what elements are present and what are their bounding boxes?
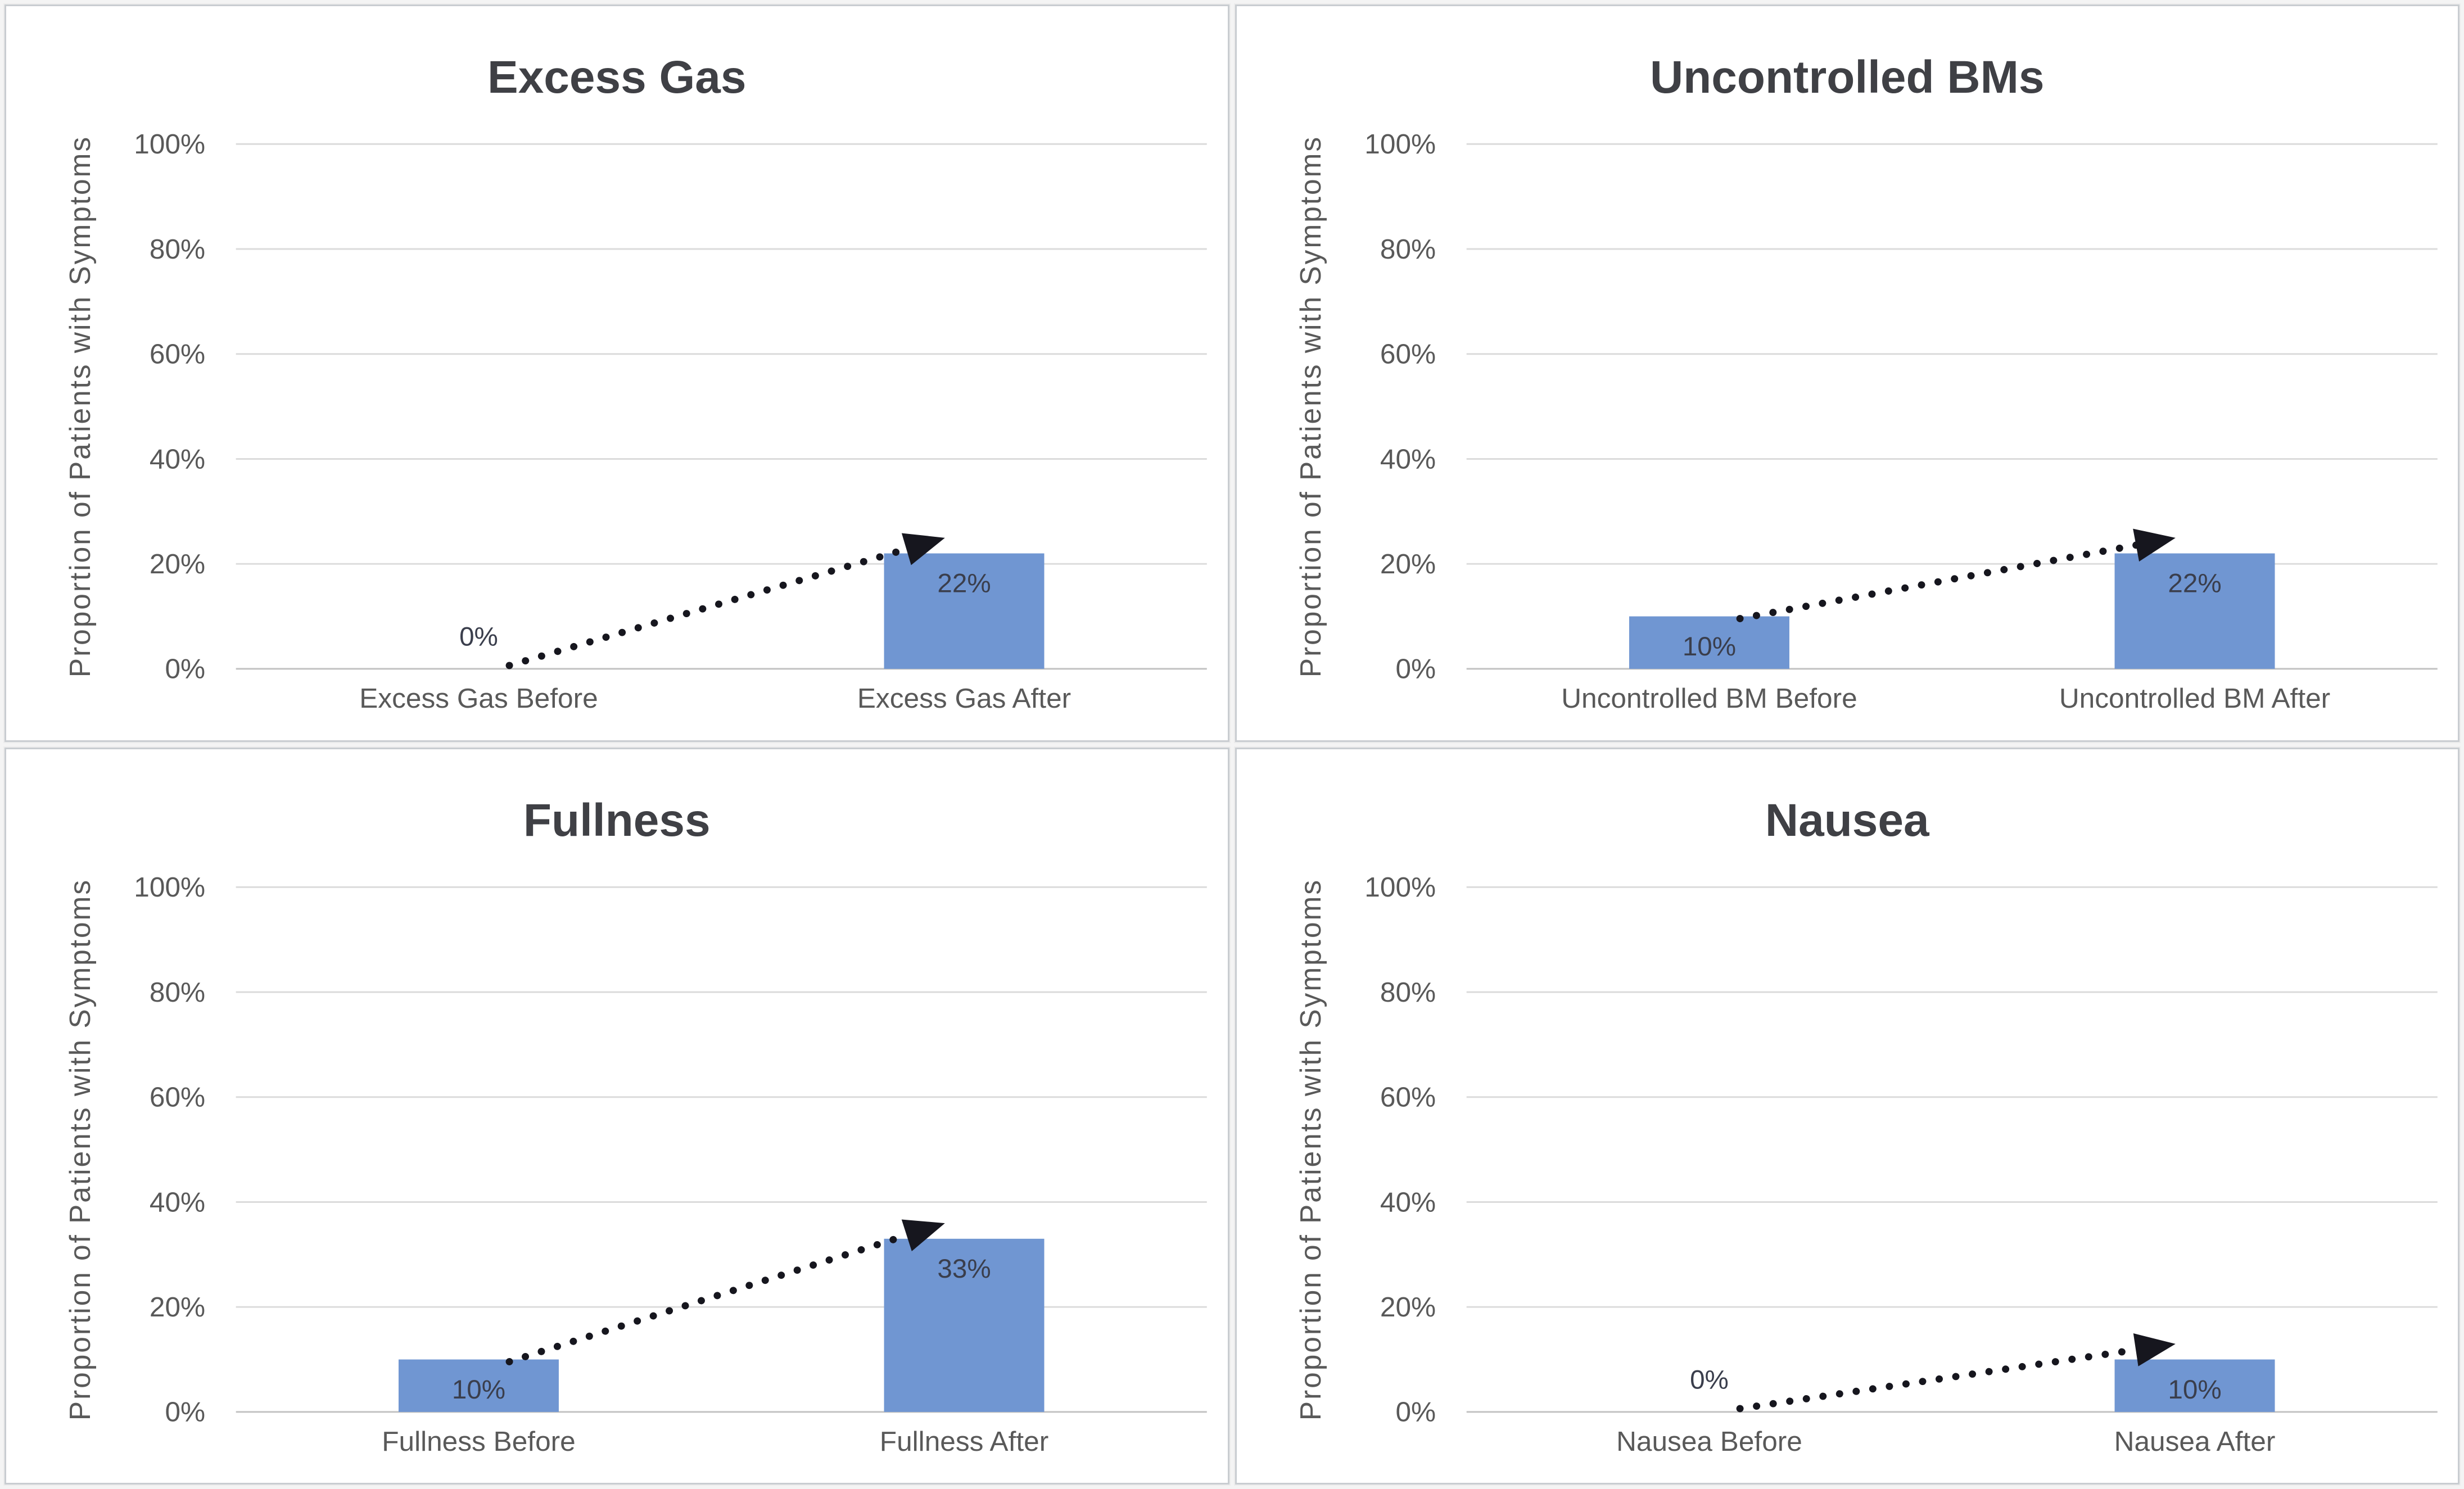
category-label: Uncontrolled BM Before (1561, 683, 1857, 714)
y-tick-label: 0% (1395, 1396, 1436, 1427)
bar-after (2114, 1359, 2275, 1412)
y-axis-title: Proportion of Patients with Symptoms (64, 878, 96, 1420)
value-label: 10% (2168, 1374, 2221, 1404)
y-axis-title: Proportion of Patients with Symptoms (1294, 878, 1326, 1420)
category-label: Nausea After (2114, 1426, 2275, 1457)
y-tick-label: 60% (1380, 339, 1435, 370)
chart-panel-nausea: Nausea 0% 20% 40% 60% 80% 100% Proportion of P… (1235, 747, 2460, 1485)
trend-arrow-shaft (505, 1231, 911, 1365)
trend-arrow-shaft (505, 545, 910, 669)
chart-title: Excess Gas (487, 52, 747, 103)
y-tick-label: 0% (1395, 654, 1436, 685)
chart-panel-fullness: Fullness 0% 20% 40% 60% 80% 100% Proportion of… (4, 747, 1229, 1485)
y-tick-label: 60% (150, 339, 205, 370)
value-label: 33% (937, 1254, 991, 1284)
y-tick-label: 40% (1380, 1187, 1435, 1218)
trend-arrow-head (901, 533, 945, 565)
chart-title: Fullness (523, 794, 711, 846)
value-label: 10% (1682, 632, 1735, 662)
bar-after (884, 553, 1045, 669)
chart-title: Uncontrolled BMs (1649, 52, 2045, 103)
chart-panel-uncontrolled-bms: Uncontrolled BMs 0% 20% 40% 60% 80% 100% Propo… (1235, 4, 2460, 742)
category-label: Fullness After (880, 1426, 1048, 1457)
y-tick-label: 80% (1380, 976, 1435, 1007)
y-tick-label: 100% (134, 129, 205, 160)
bar-chart-fullness: 0% 20% 40% 60% 80% 100% Proportion of Patients… (64, 872, 1207, 1457)
trend-arrow-head (2132, 528, 2176, 562)
category-label: Uncontrolled BM After (2059, 683, 2330, 714)
y-tick-label: 20% (1380, 1292, 1435, 1323)
bar-before (1629, 616, 1789, 669)
trend-arrow-shaft (1736, 541, 2140, 622)
value-label: 0% (1690, 1365, 1729, 1395)
y-tick-label: 40% (1380, 443, 1435, 474)
chart-panel-excess-gas: Excess Gas 0% 20% 40% 60% 80% 100% Proportion … (4, 4, 1229, 742)
bar-chart-uncontrolled-bms: 0% 20% 40% 60% 80% 100% Proportion of Patients… (1294, 129, 2438, 714)
category-label: Excess Gas After (857, 683, 1071, 714)
bar-chart-excess-gas: 0% 20% 40% 60% 80% 100% Proportion of Patients… (64, 129, 1207, 714)
y-tick-label: 40% (150, 443, 205, 474)
y-tick-label: 20% (150, 1292, 205, 1323)
bar-chart-nausea: 0% 20% 40% 60% 80% 100% Proportion of Patients… (1294, 872, 2438, 1457)
bar-after (2114, 553, 2275, 669)
y-tick-label: 80% (150, 976, 205, 1007)
value-label: 0% (459, 622, 498, 651)
bar-before (398, 1359, 559, 1412)
y-tick-label: 80% (1380, 234, 1435, 265)
y-tick-label: 60% (1380, 1081, 1435, 1112)
y-tick-label: 0% (165, 654, 205, 685)
y-tick-label: 100% (134, 872, 205, 903)
y-tick-label: 40% (150, 1187, 205, 1218)
trend-arrow-shaft (1736, 1346, 2140, 1412)
y-tick-label: 20% (150, 549, 205, 580)
y-tick-label: 60% (150, 1081, 205, 1112)
category-label: Nausea Before (1616, 1426, 1802, 1457)
y-axis-title: Proportion of Patients with Symptoms (1294, 135, 1326, 677)
category-label: Excess Gas Before (359, 683, 598, 714)
y-tick-label: 20% (1380, 549, 1435, 580)
value-label: 10% (452, 1374, 505, 1404)
y-tick-label: 100% (1364, 872, 1436, 903)
value-label: 22% (937, 569, 991, 599)
trend-arrow-head (2133, 1333, 2176, 1366)
y-tick-label: 80% (150, 234, 205, 265)
y-tick-label: 0% (165, 1396, 205, 1427)
trend-arrow-head (901, 1219, 945, 1251)
value-label: 22% (2168, 569, 2221, 599)
chart-title: Nausea (1765, 794, 1929, 846)
y-tick-label: 100% (1364, 129, 1436, 160)
y-axis-title: Proportion of Patients with Symptoms (64, 135, 96, 677)
bar-after (884, 1238, 1045, 1412)
category-label: Fullness Before (382, 1426, 576, 1457)
